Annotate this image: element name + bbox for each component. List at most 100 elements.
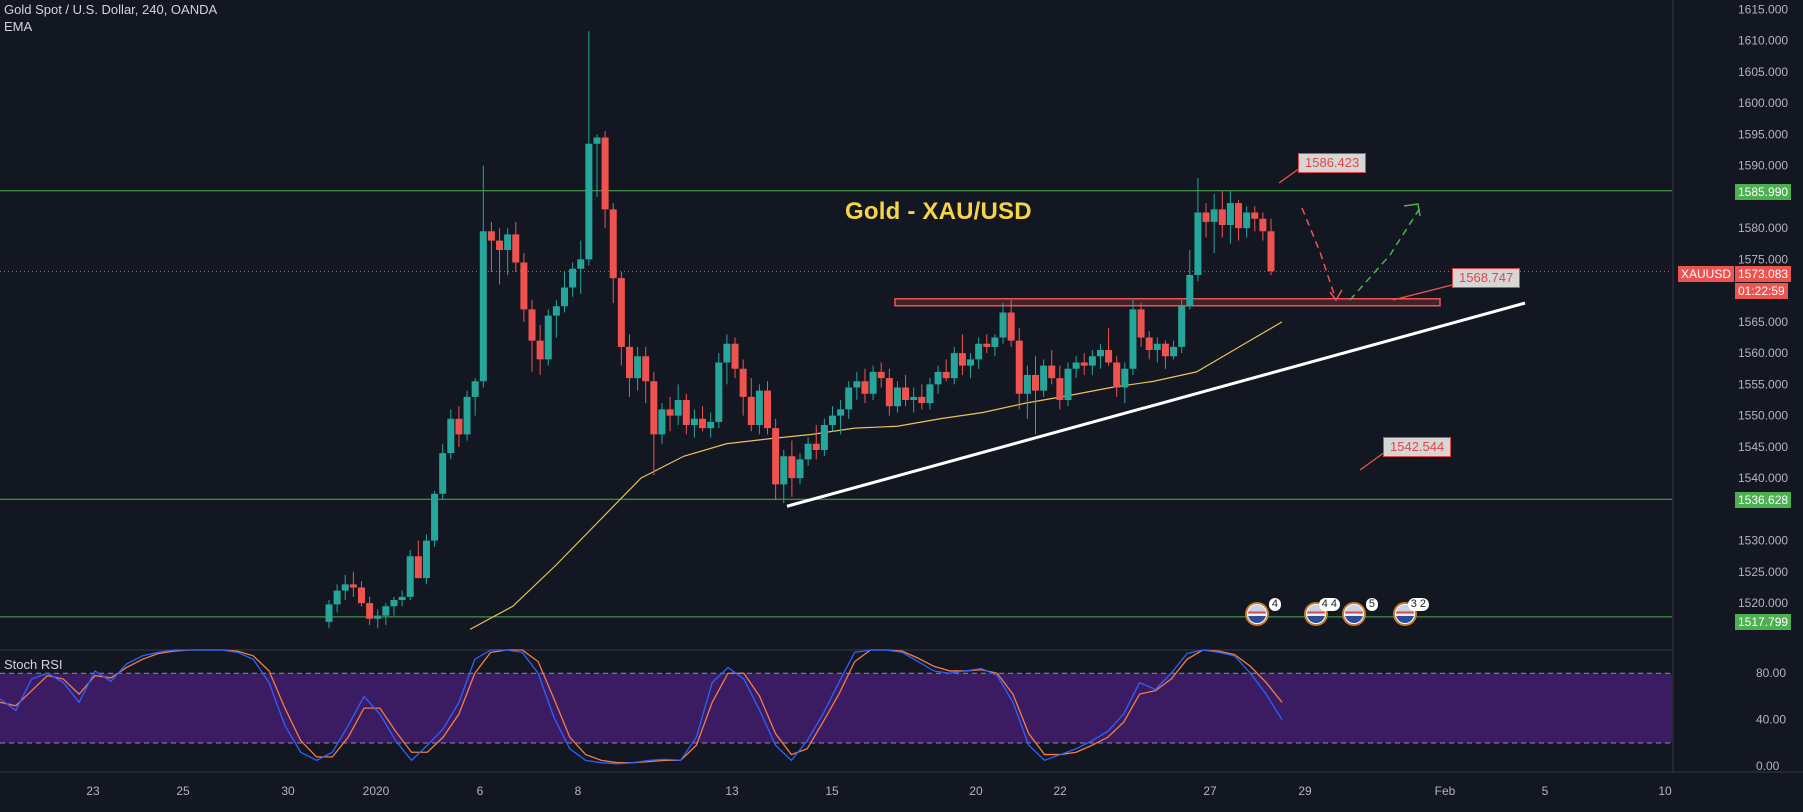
- candle-body[interactable]: [1235, 203, 1243, 229]
- candle-body[interactable]: [764, 390, 772, 429]
- stoch-rsi-panel[interactable]: 80.00 40.00 0.00: [0, 649, 1786, 773]
- candle-body[interactable]: [967, 359, 975, 366]
- note-box-1[interactable]: 1586.423: [1298, 153, 1367, 173]
- candle-body[interactable]: [496, 240, 504, 250]
- candle-body[interactable]: [1121, 368, 1129, 388]
- candle-body[interactable]: [780, 456, 788, 485]
- candle-body[interactable]: [690, 418, 698, 425]
- candle-body[interactable]: [950, 353, 958, 379]
- candle-body[interactable]: [431, 493, 439, 541]
- candle-body[interactable]: [1040, 365, 1048, 391]
- event-marker[interactable]: 3 2: [1393, 598, 1429, 626]
- stoch-rsi-label[interactable]: Stoch RSI: [4, 657, 63, 672]
- candle-body[interactable]: [487, 231, 495, 241]
- candle-body[interactable]: [837, 409, 845, 416]
- candle-body[interactable]: [406, 556, 414, 597]
- candle-body[interactable]: [1170, 346, 1178, 357]
- candle-body[interactable]: [747, 396, 755, 425]
- candle-body[interactable]: [504, 234, 512, 250]
- candle-body[interactable]: [422, 540, 430, 579]
- candle-body[interactable]: [1178, 306, 1186, 347]
- candle-body[interactable]: [1080, 362, 1088, 366]
- candle-body[interactable]: [414, 556, 422, 579]
- candle-body[interactable]: [1015, 340, 1023, 394]
- candle-body[interactable]: [333, 590, 341, 605]
- candle-body[interactable]: [910, 396, 918, 400]
- candle-body[interactable]: [828, 415, 836, 425]
- resistance-zone-rect[interactable]: [894, 298, 1441, 307]
- candle-body[interactable]: [382, 606, 390, 616]
- candle-body[interactable]: [1096, 350, 1104, 357]
- candle-body[interactable]: [926, 384, 934, 404]
- candle-body[interactable]: [349, 584, 357, 588]
- candle-body[interactable]: [625, 346, 633, 379]
- note-box-2[interactable]: 1568.747: [1452, 268, 1521, 288]
- event-marker[interactable]: 4: [1245, 598, 1281, 626]
- candle-body[interactable]: [357, 587, 365, 604]
- candle-body[interactable]: [918, 396, 926, 404]
- candle-body[interactable]: [341, 584, 349, 591]
- price-axis[interactable]: 1615.000 1610.000 1605.000 1600.000 1595.000…: [1672, 0, 1788, 772]
- candle-body[interactable]: [983, 343, 991, 347]
- candle-body[interactable]: [804, 443, 812, 460]
- candle-body[interactable]: [796, 459, 804, 479]
- candle-body[interactable]: [731, 343, 739, 369]
- candle-body[interactable]: [642, 356, 650, 382]
- candle-body[interactable]: [366, 603, 374, 619]
- candle-body[interactable]: [1129, 309, 1137, 369]
- candle-body[interactable]: [463, 396, 471, 435]
- candle-body[interactable]: [739, 368, 747, 397]
- candle-body[interactable]: [715, 362, 723, 422]
- candle-body[interactable]: [471, 381, 479, 397]
- candle-body[interactable]: [1243, 212, 1251, 229]
- candle-body[interactable]: [958, 353, 966, 366]
- candle-body[interactable]: [544, 315, 552, 360]
- ema-line-path[interactable]: [469, 321, 1283, 630]
- candles[interactable]: [325, 31, 1275, 629]
- indicator-label[interactable]: EMA: [4, 19, 33, 34]
- candle-body[interactable]: [617, 278, 625, 347]
- trendline[interactable]: [786, 301, 1526, 508]
- candle-body[interactable]: [1267, 231, 1275, 272]
- candle-body[interactable]: [561, 287, 568, 307]
- candle-body[interactable]: [650, 381, 658, 435]
- event-marker[interactable]: 5: [1342, 598, 1378, 626]
- candle-body[interactable]: [666, 409, 674, 416]
- candle-body[interactable]: [1145, 337, 1153, 351]
- candle-body[interactable]: [1186, 275, 1194, 307]
- time-axis[interactable]: 23 25 30 2020 6 8 13 15 20 22 27 29 Feb 5 10: [0, 771, 1803, 798]
- candle-body[interactable]: [1153, 343, 1161, 350]
- candle-body[interactable]: [682, 400, 690, 425]
- candle-body[interactable]: [820, 425, 828, 450]
- candle-body[interactable]: [1072, 362, 1080, 369]
- candle-body[interactable]: [1259, 218, 1267, 232]
- candle-body[interactable]: [447, 418, 455, 454]
- candle-body[interactable]: [520, 262, 528, 310]
- candle-body[interactable]: [999, 312, 1007, 338]
- candle-body[interactable]: [934, 371, 942, 385]
- candle-body[interactable]: [1088, 356, 1096, 366]
- candle-body[interactable]: [1194, 212, 1202, 276]
- candle-body[interactable]: [1064, 368, 1072, 400]
- candle-body[interactable]: [755, 390, 763, 425]
- candle-body[interactable]: [374, 615, 382, 619]
- candle-body[interactable]: [812, 443, 820, 450]
- candle-body[interactable]: [869, 371, 877, 394]
- candle-body[interactable]: [528, 309, 536, 341]
- candle-body[interactable]: [593, 137, 601, 144]
- candle-body[interactable]: [1161, 343, 1169, 357]
- candle-body[interactable]: [577, 259, 585, 269]
- candle-body[interactable]: [861, 381, 869, 394]
- candle-body[interactable]: [902, 387, 910, 401]
- candle-body[interactable]: [1210, 209, 1218, 222]
- candle-body[interactable]: [390, 600, 398, 607]
- candle-body[interactable]: [658, 409, 666, 435]
- candle-body[interactable]: [1113, 362, 1121, 388]
- candle-body[interactable]: [634, 356, 642, 379]
- candle-body[interactable]: [1007, 312, 1015, 341]
- rsi-k-line[interactable]: [0, 649, 1283, 765]
- candle-body[interactable]: [536, 340, 544, 360]
- candle-body[interactable]: [1218, 209, 1226, 225]
- candle-body[interactable]: [1048, 365, 1056, 379]
